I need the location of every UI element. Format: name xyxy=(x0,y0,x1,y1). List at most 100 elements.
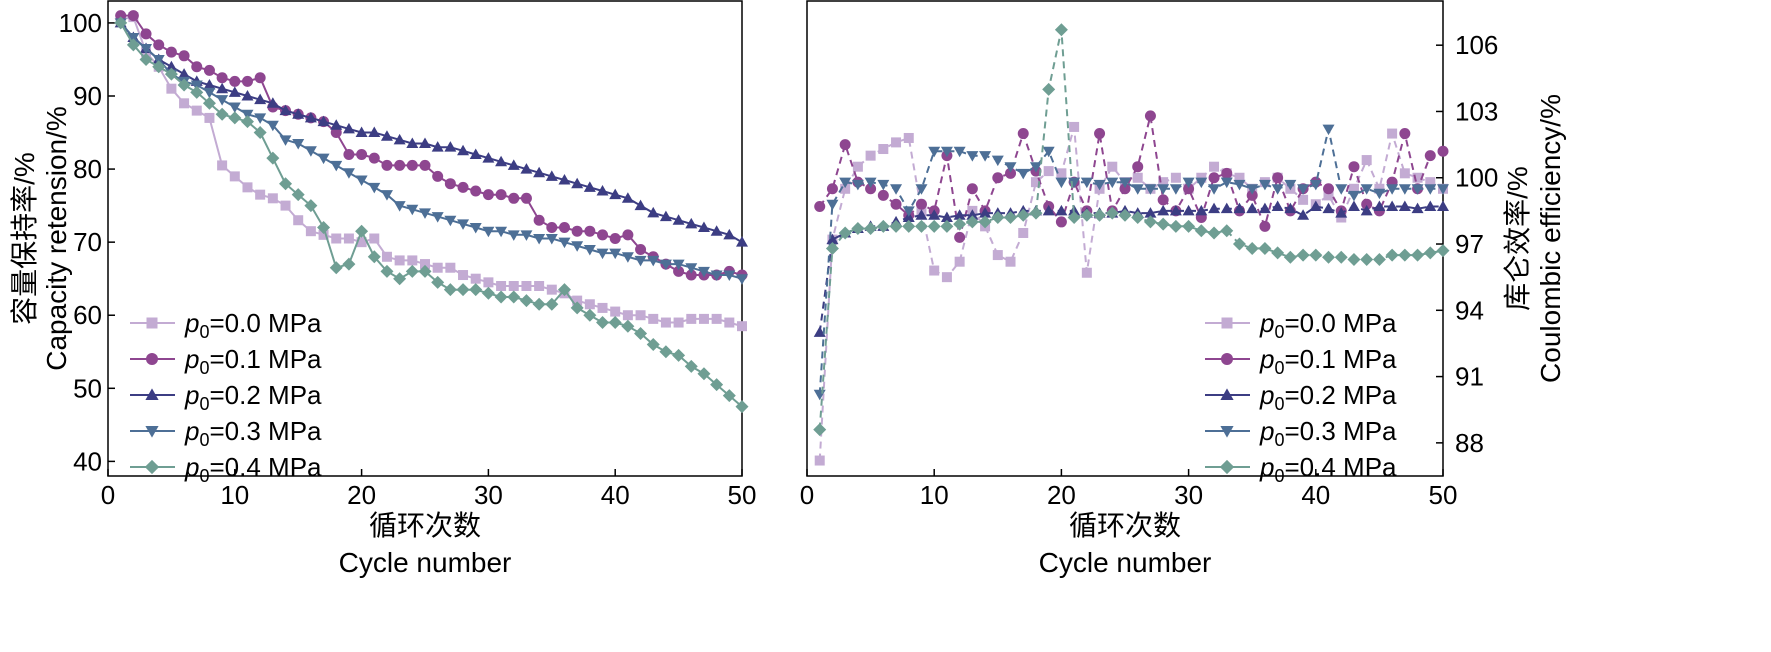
data-point xyxy=(216,95,229,106)
data-point xyxy=(317,153,330,165)
data-point xyxy=(355,224,369,238)
data-point xyxy=(317,221,331,235)
data-point xyxy=(191,61,203,73)
legend-item: p0=0.1 MPa xyxy=(130,344,322,378)
data-point xyxy=(482,152,495,163)
data-point xyxy=(140,44,153,55)
data-point xyxy=(1412,172,1423,183)
data-point xyxy=(1411,184,1424,195)
data-point xyxy=(1029,206,1043,220)
data-point xyxy=(1068,177,1081,189)
data-point xyxy=(915,209,928,220)
data-point xyxy=(621,192,634,203)
data-point xyxy=(608,316,622,330)
data-point xyxy=(507,230,520,241)
data-point xyxy=(685,217,698,229)
data-point xyxy=(457,144,470,156)
data-point xyxy=(1258,179,1271,191)
data-point xyxy=(507,159,520,170)
data-point xyxy=(673,317,684,328)
data-point xyxy=(1411,202,1424,214)
data-point xyxy=(242,182,253,193)
data-point xyxy=(1208,172,1220,184)
data-point xyxy=(1259,220,1271,232)
x-tick-label: 20 xyxy=(347,480,376,510)
data-point xyxy=(178,50,190,62)
data-point xyxy=(1182,204,1195,216)
data-point xyxy=(368,126,381,138)
coulombic-efficiency-panel: 0 10 20 30 40 50 88 91 94 97 100 103 106 循环次数 Cycle nu… xyxy=(800,0,1566,578)
data-point xyxy=(1399,168,1410,179)
data-point xyxy=(115,10,127,22)
data-point xyxy=(1043,166,1054,177)
y-tick-label: 103 xyxy=(1455,96,1498,126)
data-point xyxy=(940,219,954,233)
data-point xyxy=(1207,226,1221,240)
data-point xyxy=(546,284,557,295)
data-point xyxy=(432,170,444,182)
y-tick-label: 70 xyxy=(73,227,102,257)
data-point xyxy=(1233,202,1246,214)
data-point xyxy=(1284,202,1297,214)
data-point xyxy=(481,286,495,300)
data-point xyxy=(1271,184,1284,195)
data-point xyxy=(1156,217,1170,231)
data-point xyxy=(177,78,191,92)
data-point xyxy=(280,200,291,211)
data-point xyxy=(736,236,748,247)
data-point xyxy=(840,183,851,194)
data-point xyxy=(710,378,724,392)
data-point xyxy=(635,243,647,255)
data-point xyxy=(814,455,825,466)
data-point xyxy=(953,217,967,231)
data-point xyxy=(444,215,457,227)
data-point xyxy=(839,177,852,189)
legend-marker xyxy=(145,426,159,438)
data-point xyxy=(470,185,482,197)
data-point xyxy=(557,283,571,297)
data-point xyxy=(203,79,216,90)
data-point xyxy=(241,75,253,87)
data-point xyxy=(546,222,558,234)
data-point xyxy=(304,146,317,157)
data-point xyxy=(253,126,267,140)
data-point xyxy=(660,317,671,328)
y-tick-label: 106 xyxy=(1455,30,1498,60)
data-point xyxy=(1195,204,1208,216)
data-point xyxy=(1169,204,1182,216)
data-point xyxy=(1258,202,1271,214)
data-point xyxy=(1131,184,1144,195)
data-point xyxy=(903,132,914,143)
data-point xyxy=(1220,202,1233,214)
data-point xyxy=(825,241,839,255)
data-point xyxy=(534,281,545,291)
data-point xyxy=(216,82,229,94)
data-point xyxy=(1360,204,1373,216)
data-point xyxy=(432,262,443,273)
data-point xyxy=(355,126,368,138)
data-point xyxy=(304,111,317,123)
data-point xyxy=(279,177,293,191)
data-point xyxy=(1118,208,1132,222)
data-point xyxy=(1016,208,1030,222)
data-point xyxy=(369,233,380,244)
data-point xyxy=(204,112,215,123)
legend-item: p0=0.3 MPa xyxy=(130,416,322,450)
data-point xyxy=(1005,256,1016,267)
data-point xyxy=(1347,252,1361,266)
data-point xyxy=(331,233,342,244)
data-point xyxy=(1067,211,1081,225)
data-point xyxy=(1208,184,1221,195)
data-point xyxy=(1373,200,1386,211)
data-point xyxy=(991,211,1005,225)
data-point xyxy=(697,266,710,278)
data-point xyxy=(292,108,305,119)
data-point xyxy=(545,297,559,311)
data-point xyxy=(558,174,571,185)
data-point xyxy=(305,226,316,237)
data-point xyxy=(902,219,916,233)
data-point xyxy=(343,233,354,244)
data-point xyxy=(482,226,495,238)
data-point xyxy=(1272,172,1284,184)
data-point xyxy=(584,225,596,237)
